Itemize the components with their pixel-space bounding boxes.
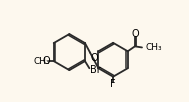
Text: O: O	[90, 53, 98, 63]
Text: F: F	[110, 79, 116, 89]
Text: CH₃: CH₃	[33, 57, 50, 66]
Text: O: O	[132, 29, 139, 39]
Text: Br: Br	[90, 65, 101, 75]
Text: O: O	[43, 56, 50, 66]
Text: CH₃: CH₃	[145, 43, 162, 52]
